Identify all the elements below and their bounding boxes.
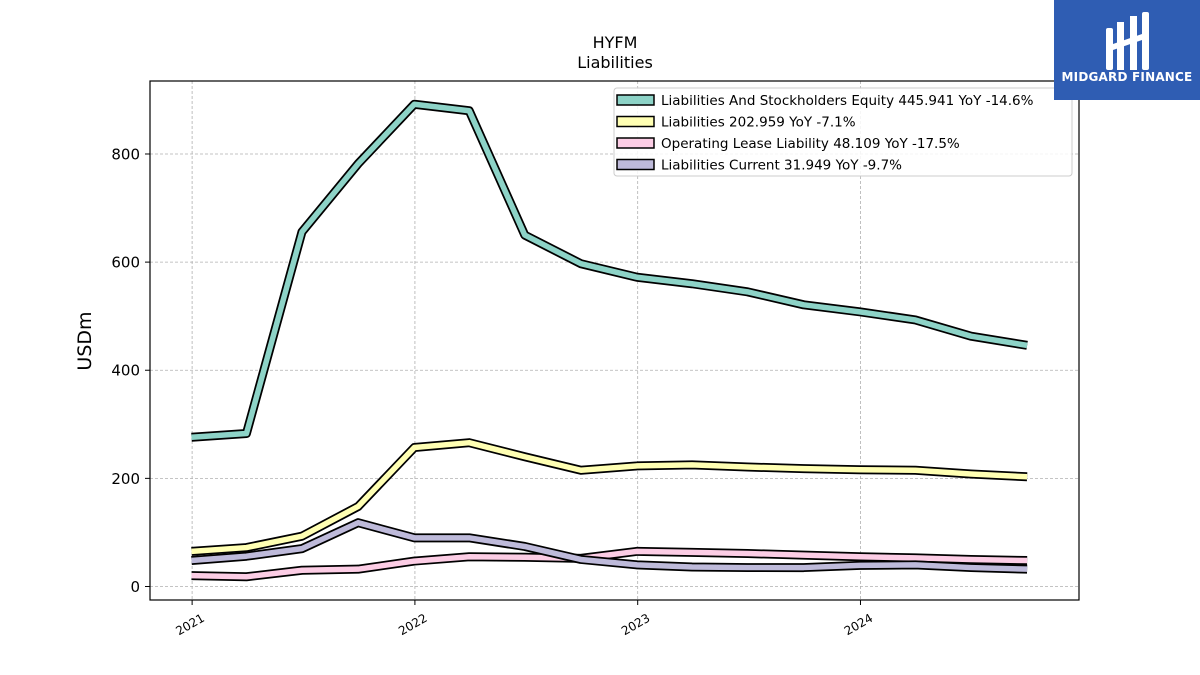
legend-label: Operating Lease Liability 48.109 YoY -17… bbox=[661, 136, 960, 152]
series-layer bbox=[191, 99, 1028, 582]
legend-swatch bbox=[616, 94, 655, 106]
series-operating-lease-liability bbox=[191, 546, 1028, 582]
series-liabilities bbox=[191, 438, 1028, 556]
legend-item: Liabilities Current 31.949 YoY -9.7% bbox=[616, 158, 902, 174]
series-line bbox=[191, 548, 1028, 580]
chart-title: HYFM bbox=[593, 33, 638, 52]
x-tick-label: 2022 bbox=[396, 611, 429, 638]
legend-label: Liabilities 202.959 YoY -7.1% bbox=[661, 115, 856, 131]
x-tick-label: 2024 bbox=[842, 611, 875, 638]
x-axis: 2021 2022 2023 2024 bbox=[173, 600, 875, 638]
series-line bbox=[191, 439, 1028, 555]
legend-label: Liabilities And Stockholders Equity 445.… bbox=[661, 93, 1034, 109]
x-tick-label: 2023 bbox=[619, 611, 652, 638]
series-line bbox=[191, 519, 1028, 572]
legend-swatch bbox=[616, 158, 655, 171]
plot-frame bbox=[149, 80, 1080, 601]
series-liabilities-current bbox=[191, 518, 1028, 574]
y-tick-label: 400 bbox=[111, 362, 140, 380]
brand-name: MIDGARD FINANCE bbox=[1061, 70, 1193, 84]
x-tick-label: 2021 bbox=[173, 611, 206, 638]
y-tick-label: 0 bbox=[130, 578, 140, 596]
series-line-outline bbox=[191, 438, 1028, 556]
chart-subtitle: Liabilities bbox=[577, 53, 653, 72]
legend-swatch bbox=[616, 137, 655, 149]
y-tick-label: 600 bbox=[111, 254, 140, 272]
legend-item: Liabilities 202.959 YoY -7.1% bbox=[616, 115, 856, 131]
y-axis: 0 200 400 600 800 bbox=[111, 145, 150, 596]
logo-mark-icon bbox=[1106, 12, 1149, 70]
y-tick-label: 200 bbox=[111, 470, 140, 488]
legend-box bbox=[613, 87, 1073, 177]
legend-item: Liabilities And Stockholders Equity 445.… bbox=[616, 93, 1034, 109]
series-line bbox=[191, 101, 1028, 441]
legend-swatch bbox=[616, 115, 655, 128]
legend-label: Liabilities Current 31.949 YoY -9.7% bbox=[661, 158, 902, 174]
y-axis-label: USDm bbox=[74, 311, 96, 370]
brand-logo: MIDGARD FINANCE bbox=[1054, 0, 1200, 100]
legend: Liabilities And Stockholders Equity 445.… bbox=[613, 87, 1073, 177]
y-tick-label: 800 bbox=[111, 145, 140, 163]
legend-item: Operating Lease Liability 48.109 YoY -17… bbox=[616, 136, 960, 152]
series-liabilities-and-stockholders-equity bbox=[191, 99, 1028, 442]
